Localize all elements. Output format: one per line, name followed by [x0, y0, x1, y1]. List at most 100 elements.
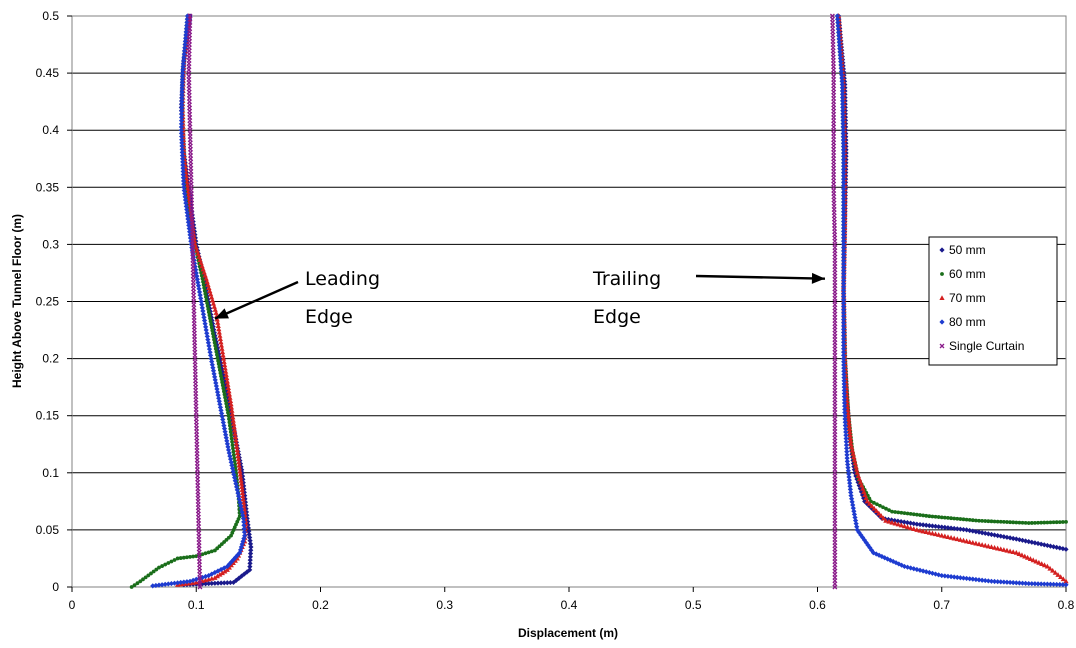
- data-point: [236, 496, 242, 503]
- data-point: [184, 579, 190, 585]
- data-point: [222, 568, 228, 574]
- data-point: [844, 455, 850, 461]
- data-point: [982, 577, 988, 584]
- data-point: [205, 340, 211, 346]
- data-point: [911, 512, 916, 517]
- data-point: [1019, 552, 1025, 558]
- data-point: [225, 381, 231, 387]
- data-point: [179, 92, 185, 98]
- arrow-head: [214, 308, 230, 319]
- annotation-text: Leading: [305, 268, 380, 290]
- data-point: [840, 163, 847, 169]
- data-point: [1013, 549, 1019, 555]
- data-point: [840, 245, 847, 251]
- data-point: [840, 326, 847, 332]
- data-point: [907, 520, 914, 526]
- data-point: [156, 582, 162, 588]
- data-point: [175, 580, 181, 586]
- data-point: [221, 375, 227, 381]
- data-point: [832, 584, 838, 590]
- data-point: [247, 560, 253, 566]
- data-point: [957, 526, 963, 532]
- data-point: [970, 528, 976, 534]
- data-point: [840, 186, 847, 192]
- data-point: [200, 311, 207, 317]
- annotation-text: Edge: [593, 306, 641, 328]
- data-point: [844, 452, 850, 458]
- data-point: [1026, 580, 1032, 587]
- data-point: [958, 517, 963, 521]
- data-point: [1057, 520, 1062, 524]
- data-point: [1036, 520, 1040, 525]
- data-point: [840, 104, 846, 110]
- data-point: [192, 264, 198, 270]
- data-point: [226, 388, 232, 394]
- data-point: [209, 322, 214, 327]
- data-point: [241, 526, 247, 532]
- data-point: [235, 456, 241, 462]
- data-point: [247, 554, 253, 560]
- data-point: [995, 545, 1001, 551]
- y-tick-label: 0.1: [42, 466, 59, 480]
- data-point: [840, 300, 847, 306]
- data-point: [838, 65, 844, 71]
- data-point: [902, 511, 907, 516]
- data-point: [223, 395, 227, 400]
- data-point: [955, 516, 960, 521]
- data-point: [215, 352, 219, 357]
- data-point: [185, 186, 191, 191]
- data-point: [901, 519, 907, 525]
- data-point: [842, 409, 848, 416]
- data-point: [216, 358, 221, 363]
- data-point: [221, 426, 228, 432]
- data-point: [871, 505, 877, 511]
- data-point: [209, 325, 214, 330]
- data-point: [184, 182, 190, 188]
- data-point: [228, 459, 234, 465]
- data-point: [203, 551, 208, 556]
- data-point: [845, 461, 851, 468]
- data-point: [212, 575, 218, 580]
- data-point: [232, 456, 237, 461]
- data-point: [215, 348, 221, 354]
- data-point: [220, 372, 227, 378]
- data-point: [1060, 582, 1066, 588]
- data-point: [839, 72, 845, 78]
- data-point: [179, 111, 185, 117]
- data-point: [847, 426, 853, 431]
- data-point: [917, 521, 923, 528]
- data-point: [837, 49, 843, 55]
- annotation-text: Trailing: [592, 268, 661, 290]
- data-point: [979, 577, 985, 583]
- data-point: [198, 295, 204, 301]
- data-point: [185, 216, 191, 222]
- x-tick-label: 0.3: [436, 598, 453, 612]
- data-point: [230, 579, 237, 586]
- data-point: [215, 323, 221, 328]
- y-tick-label: 0.4: [42, 123, 59, 137]
- data-point: [849, 447, 856, 453]
- data-point: [951, 535, 957, 541]
- data-point: [205, 282, 211, 287]
- data-point: [228, 401, 234, 407]
- data-point: [206, 307, 211, 312]
- data-point: [193, 576, 199, 582]
- data-point: [187, 578, 193, 584]
- data-point: [884, 506, 888, 511]
- data-point: [179, 108, 185, 114]
- data-point: [880, 515, 887, 521]
- data-point: [222, 389, 226, 394]
- data-point: [169, 559, 174, 564]
- data-point: [217, 332, 223, 338]
- data-point: [215, 319, 221, 325]
- arrow-head: [811, 272, 825, 284]
- data-point: [853, 463, 859, 469]
- data-point: [860, 534, 866, 541]
- data-point: [207, 349, 213, 355]
- data-point: [1041, 581, 1047, 587]
- data-point: [976, 541, 982, 547]
- data-point: [222, 365, 228, 371]
- data-point: [1011, 520, 1016, 525]
- data-point: [1039, 520, 1044, 525]
- data-point: [231, 421, 237, 426]
